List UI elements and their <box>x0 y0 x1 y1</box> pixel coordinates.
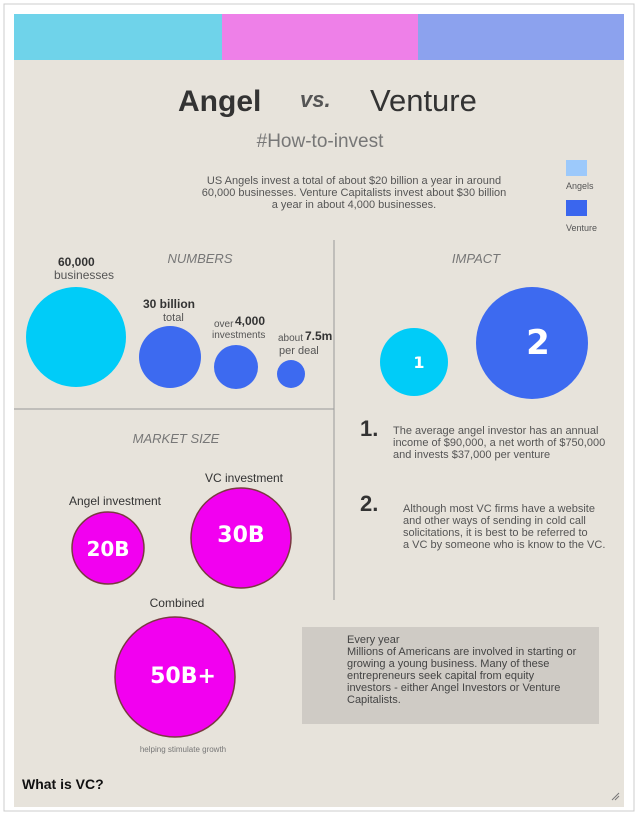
stat-caption: investments <box>212 330 265 341</box>
circle <box>380 328 448 396</box>
point-line: a VC by someone who is know to the VC. <box>403 539 605 551</box>
legend-swatch <box>566 160 587 176</box>
circle-label: 20B <box>86 537 129 561</box>
point-line: income of $90,000, a net worth of $750,0… <box>393 437 605 449</box>
title-right: Venture <box>370 83 477 118</box>
stat-prefix: about <box>278 333 303 344</box>
title-vs: vs. <box>300 87 331 112</box>
info-line: Millions of Americans are involved in st… <box>347 646 577 658</box>
stat-value: 4,000 <box>235 314 265 328</box>
market-label: Angel investment <box>69 494 162 508</box>
point-line: and invests $37,000 per venture <box>393 449 550 461</box>
color-bar <box>418 14 624 60</box>
circle-label: 50B+ <box>150 664 216 689</box>
point-line: and other ways of sending in cold call <box>403 515 586 527</box>
circle-label: 2 <box>526 323 550 363</box>
intro-line: 60,000 businesses. Venture Capitalists i… <box>202 187 507 199</box>
stat-value: 60,000 <box>58 255 95 269</box>
stat-value: 7.5m <box>305 329 332 343</box>
point-number: 2. <box>360 491 378 516</box>
legend-label: Angels <box>566 181 594 191</box>
circle <box>139 326 201 388</box>
info-line: Capitalists. <box>347 694 401 706</box>
info-text: Every year Millions of Americans are inv… <box>347 634 577 706</box>
section-heading: MARKET SIZE <box>133 431 220 446</box>
footer: What is VC? <box>22 776 104 792</box>
color-bar <box>222 14 418 60</box>
stat-prefix: over <box>214 319 234 330</box>
info-line: entrepreneurs seek capital from equity <box>347 670 535 682</box>
section-heading: NUMBERS <box>167 251 232 266</box>
resize-handle <box>611 792 620 801</box>
info-title: Every year <box>347 634 400 646</box>
title-left: Angel <box>178 85 261 118</box>
market-note: helping stimulate growth <box>140 745 226 754</box>
circle <box>190 487 292 589</box>
section-heading: IMPACT <box>452 251 501 266</box>
point-line: The average angel investor has an annual <box>393 425 598 437</box>
market-label: VC investment <box>205 471 284 485</box>
color-bar <box>14 14 222 60</box>
intro: US Angels invest a total of about $20 bi… <box>202 175 507 211</box>
circle <box>277 360 305 388</box>
legend-swatch <box>566 200 587 216</box>
circle <box>26 287 126 387</box>
info-line: growing a young business. Many of these <box>347 658 549 670</box>
intro-line: a year in about 4,000 businesses. <box>272 199 437 211</box>
circle-label: 30B <box>217 523 264 548</box>
subtitle: #How-to-invest <box>257 131 384 152</box>
circle <box>71 511 145 585</box>
circle <box>214 345 258 389</box>
info-box <box>302 627 599 724</box>
circle <box>476 287 588 399</box>
point-line: solicitations, it is best to be referred… <box>403 527 588 539</box>
stat-value: 30 billion <box>143 297 195 311</box>
point-line: Although most VC firms have a website <box>403 503 595 515</box>
stat-caption: per deal <box>279 345 319 357</box>
point-text: The average angel investor has an annual… <box>393 425 605 461</box>
stat-caption: total <box>163 312 184 324</box>
info-line: investors - either Angel Investors or Ve… <box>347 682 560 694</box>
legend-label: Venture <box>566 223 597 233</box>
point-number: 1. <box>360 416 378 441</box>
market-label: Combined <box>150 596 205 610</box>
circle <box>114 616 236 738</box>
intro-line: US Angels invest a total of about $20 bi… <box>207 175 501 187</box>
stat-caption: businesses <box>54 268 114 282</box>
point-text: Although most VC firms have a website an… <box>403 503 605 551</box>
circle-label: 1 <box>413 353 424 372</box>
